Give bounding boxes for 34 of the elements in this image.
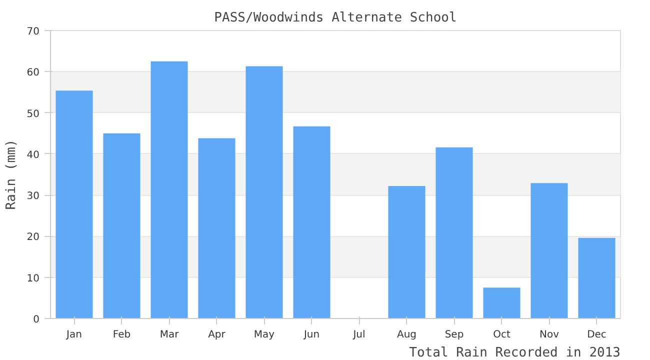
x-tick-label: Feb	[112, 330, 131, 340]
bar	[578, 238, 616, 318]
bar	[56, 90, 93, 318]
y-tick-label: 40	[26, 150, 40, 161]
x-tick-label: Dec	[587, 330, 606, 340]
y-tick-label: 0	[33, 314, 40, 326]
x-tick-label: Jan	[66, 330, 82, 340]
bar	[198, 138, 236, 318]
y-tick-label: 10	[26, 273, 40, 284]
bar	[530, 183, 568, 318]
chart-title: PASS/Woodwinds Alternate School	[214, 10, 457, 26]
y-axis-title: Rain (mm)	[4, 139, 19, 210]
x-tick-label: Sep	[444, 330, 464, 340]
bar	[103, 133, 140, 318]
y-tick-label: 20	[26, 232, 40, 244]
x-tick-label: Mar	[160, 330, 180, 340]
x-tick-label: Oct	[493, 330, 510, 340]
y-tick-label: 30	[26, 191, 40, 202]
bar	[246, 66, 283, 318]
x-tick-label: Nov	[539, 330, 560, 340]
bar	[388, 186, 426, 318]
bar	[150, 61, 188, 318]
y-tick-label: 50	[26, 108, 40, 120]
x-tick-label: Jun	[302, 330, 320, 340]
bar	[436, 147, 473, 318]
x-tick-label: Aug	[396, 330, 417, 340]
x-tick-label: Jul	[352, 330, 366, 340]
x-tick-label: Apr	[208, 330, 226, 340]
x-tick-label: May	[254, 330, 275, 340]
text: Total Rain Recorded in 2013	[409, 346, 621, 360]
y-tick-label: 70	[26, 26, 40, 38]
bar	[483, 288, 520, 318]
y-tick-label: 60	[26, 68, 40, 79]
bar	[293, 126, 330, 318]
